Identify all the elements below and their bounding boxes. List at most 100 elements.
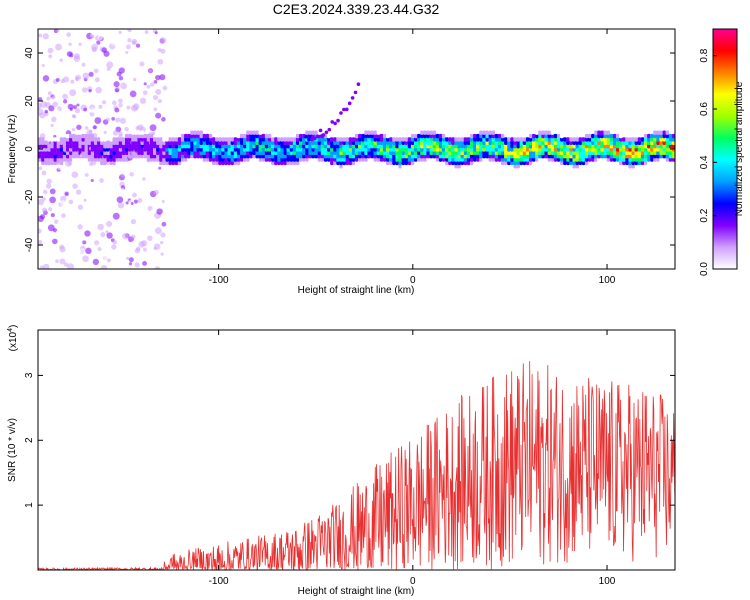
heatmap-cell: [637, 143, 642, 149]
heatmap-cell: [190, 154, 194, 159]
heatmap-cell: [445, 137, 449, 142]
heatmap-cell: [314, 143, 318, 149]
heatmap-cell: [218, 143, 222, 149]
heatmap-cell: [308, 154, 312, 159]
heatmap-cell: [264, 133, 269, 139]
heatmap-cell: [162, 140, 166, 145]
heatmap-cell: [171, 150, 176, 156]
heatmap-cell: [435, 140, 440, 145]
heatmap-cell: [675, 137, 678, 141]
heatmap-cell: [168, 150, 172, 156]
heatmap-cell: [423, 143, 427, 149]
heatmap-cell: [578, 143, 583, 149]
heatmap-cell: [274, 137, 278, 142]
heatmap-cell: [112, 147, 116, 152]
heatmap-cell: [647, 157, 651, 162]
heatmap-cell: [125, 140, 129, 145]
heatmap-cell: [103, 50, 110, 57]
heatmap-cell: [525, 147, 530, 152]
heatmap-cell: [662, 154, 666, 159]
heatmap-cell: [156, 150, 160, 156]
heatmap-cell: [463, 154, 468, 159]
heatmap-cell: [243, 140, 247, 145]
heatmap-cell: [246, 130, 250, 135]
heatmap-cell: [295, 137, 300, 142]
heatmap-cell: [308, 133, 312, 139]
heatmap-cell: [50, 123, 54, 128]
heatmap-cell: [159, 160, 163, 166]
heatmap-cell: [255, 140, 259, 145]
heatmap-cell: [246, 147, 250, 152]
heatmap-cell: [460, 147, 464, 152]
heatmap-cell: [56, 154, 61, 159]
heatmap-cell: [274, 157, 278, 162]
heatmap-cell: [413, 140, 418, 145]
heatmap-cell: [75, 189, 82, 195]
heatmap-cell: [587, 147, 592, 152]
heatmap-cell: [99, 178, 104, 183]
heatmap-cell: [255, 133, 259, 139]
heatmap-cell: [535, 133, 539, 139]
heatmap-cell: [532, 154, 536, 159]
heatmap-cell: [72, 147, 76, 152]
heatmap-cell: [619, 154, 623, 159]
heatmap-cell: [500, 160, 505, 166]
heatmap-cell: [165, 154, 169, 159]
heatmap-cell: [112, 143, 116, 149]
heatmap-cell: [227, 140, 231, 145]
heatmap-cell: [280, 137, 284, 142]
spectrogram-x-label: Height of straight line (km): [298, 285, 415, 296]
heatmap-cell: [354, 150, 359, 156]
heatmap-cell: [202, 150, 207, 156]
heatmap-cell: [277, 137, 281, 142]
heatmap-cell: [597, 143, 601, 149]
heatmap-cell: [578, 160, 583, 166]
heatmap-cell: [162, 160, 166, 166]
heatmap-cell: [653, 154, 657, 159]
heatmap-cell: [544, 137, 548, 142]
heatmap-cell: [417, 143, 421, 149]
heatmap-cell: [622, 150, 626, 156]
heatmap-cell: [522, 150, 527, 156]
heatmap-cell: [84, 111, 89, 117]
heatmap-cell: [535, 157, 539, 162]
heatmap-cell: [404, 150, 409, 156]
heatmap-cell: [79, 91, 84, 96]
heatmap-cell: [66, 51, 73, 57]
heatmap-cell: [656, 157, 660, 162]
heatmap-cell: [622, 140, 626, 145]
heatmap-cell: [323, 150, 328, 156]
heatmap-cell: [591, 147, 595, 152]
heatmap-cell: [441, 140, 446, 145]
heatmap-cell: [190, 140, 194, 145]
heatmap-cell: [516, 143, 520, 149]
heatmap-cell: [249, 150, 253, 156]
heatmap-cell: [38, 166, 43, 171]
heatmap-cell: [386, 157, 390, 162]
heatmap-cell: [516, 147, 520, 152]
heatmap-cell: [124, 126, 129, 132]
heatmap-cell: [342, 157, 346, 162]
heatmap-cell: [180, 150, 185, 156]
heatmap-cell: [109, 147, 113, 152]
heatmap-cell: [69, 154, 73, 159]
heatmap-cell: [647, 150, 651, 156]
heatmap-cell: [640, 160, 645, 166]
heatmap-cell: [485, 133, 489, 139]
heatmap-cell: [351, 137, 356, 142]
heatmap-cell: [420, 140, 424, 145]
heatmap-cell: [317, 140, 322, 145]
heatmap-cell: [174, 137, 179, 142]
heatmap-cell: [118, 67, 125, 74]
heatmap-cell: [326, 147, 331, 152]
heatmap-cell: [154, 227, 162, 235]
heatmap-cell: [321, 133, 326, 137]
heatmap-cell: [98, 104, 103, 109]
heatmap-cell: [417, 140, 421, 145]
heatmap-cell: [438, 137, 443, 142]
heatmap-cell: [615, 137, 620, 142]
heatmap-cell: [115, 147, 120, 152]
colorbar-tick-label: 0.8: [699, 48, 710, 62]
heatmap-cell: [38, 160, 42, 166]
heatmap-cell: [370, 147, 374, 152]
